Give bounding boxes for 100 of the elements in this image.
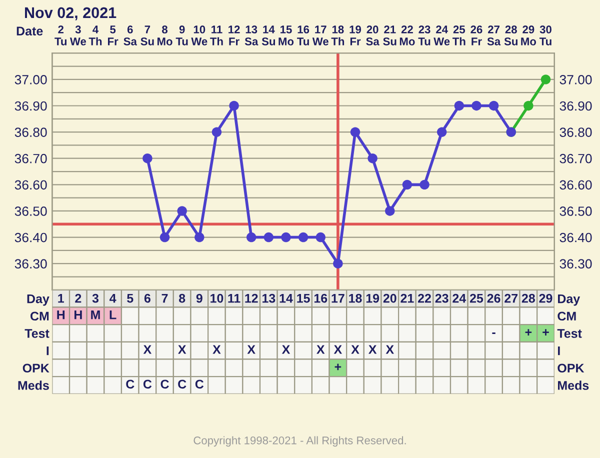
x-tick-label: 19 Fr bbox=[350, 26, 362, 46]
text: X bbox=[334, 345, 342, 354]
x-tick-label: 8 Mo bbox=[157, 26, 172, 46]
x-tick-label: 9 Tu bbox=[176, 26, 188, 46]
x-tick-label: 11 Th bbox=[210, 26, 223, 46]
x-tick-label: 25 Th bbox=[452, 26, 466, 46]
x-tick-label: 17 We bbox=[312, 26, 328, 46]
point bbox=[212, 127, 222, 137]
point bbox=[142, 154, 152, 164]
point bbox=[368, 154, 378, 164]
text: H bbox=[74, 310, 82, 320]
x-tick-label: 25 bbox=[470, 294, 484, 303]
x-tick-label: 15 bbox=[297, 294, 310, 303]
text: X bbox=[178, 345, 186, 354]
x-tick-label: 5 Fr bbox=[108, 26, 118, 46]
x-tick-label: 30 Tu bbox=[539, 26, 552, 46]
text: Copyright 1998-2021 - All Rights Reserved. bbox=[194, 436, 406, 447]
x-tick-label: 13 bbox=[262, 294, 276, 303]
chart-title: Nov 02, 2021 bbox=[25, 7, 116, 20]
text: + bbox=[334, 364, 342, 370]
text: C bbox=[160, 380, 169, 389]
x-tick-label: 2 bbox=[75, 294, 82, 303]
x-tick-label: 27 bbox=[504, 294, 518, 303]
x-tick-label: 7 bbox=[162, 294, 168, 303]
x-tick-label: 26 bbox=[487, 294, 500, 303]
text: - bbox=[492, 332, 496, 334]
x-tick-label: 14 Su bbox=[262, 26, 276, 46]
x-tick-label: 4 Th bbox=[88, 26, 102, 46]
y-tick-label: I bbox=[558, 346, 560, 356]
point bbox=[454, 100, 464, 111]
text: + bbox=[542, 329, 549, 336]
point bbox=[281, 232, 291, 242]
point bbox=[524, 100, 534, 111]
x-tick-label: 21 Su bbox=[383, 26, 396, 46]
x-tick-label: 27 Sa bbox=[487, 26, 501, 46]
point bbox=[264, 232, 274, 242]
x-tick-label: 16 Tu bbox=[297, 26, 310, 46]
y-tick-label: 36.40 bbox=[14, 232, 47, 242]
x-tick-label: 21 bbox=[400, 294, 414, 303]
x-tick-label: 24 bbox=[452, 294, 466, 303]
text: + bbox=[525, 329, 532, 336]
point bbox=[540, 74, 551, 84]
x-tick-label: 2 Tu bbox=[54, 26, 67, 46]
y-tick-label: 36.90 bbox=[14, 101, 47, 111]
point bbox=[246, 232, 256, 242]
point bbox=[194, 232, 204, 242]
x-tick-label: 10 bbox=[210, 294, 224, 303]
x-tick-label: 24 We bbox=[434, 26, 450, 46]
text: X bbox=[212, 345, 221, 354]
x-tick-label: 6 Sa bbox=[124, 26, 137, 46]
point bbox=[177, 206, 187, 216]
point bbox=[160, 232, 170, 242]
y-tick-label: Day bbox=[558, 294, 580, 306]
text: C bbox=[126, 380, 134, 389]
point bbox=[350, 127, 360, 137]
point bbox=[298, 232, 308, 242]
x-tick-label: 15 Mo bbox=[278, 26, 294, 46]
text: C bbox=[195, 380, 204, 389]
x-tick-label: 3 bbox=[92, 294, 99, 303]
x-tick-label: 13 Sa bbox=[244, 26, 258, 46]
point bbox=[436, 127, 447, 137]
text: M bbox=[91, 310, 100, 320]
x-tick-label: 12 bbox=[245, 294, 258, 303]
x-tick-label: 23 bbox=[435, 294, 448, 303]
point bbox=[488, 100, 499, 111]
point bbox=[472, 100, 482, 111]
point bbox=[229, 100, 239, 111]
x-tick-label: 12 Fr bbox=[228, 26, 240, 46]
y-tick-label: Test bbox=[557, 329, 582, 338]
y-tick-label: CM bbox=[558, 312, 576, 321]
text: L bbox=[110, 310, 116, 320]
x-tick-label: 22 bbox=[418, 294, 431, 303]
x-tick-label: 20 bbox=[383, 294, 396, 303]
y-tick-label: 36.70 bbox=[14, 154, 47, 164]
x-tick-label: 6 bbox=[144, 294, 150, 303]
x-tick-label: 16 bbox=[314, 294, 328, 303]
point bbox=[333, 258, 343, 268]
text: X bbox=[316, 345, 325, 354]
x-tick-label: 18 Th bbox=[331, 26, 344, 46]
x-tick-label: 8 bbox=[179, 294, 186, 303]
x-tick-label: 14 bbox=[280, 294, 293, 303]
x-tick-label: 3 We bbox=[70, 26, 86, 46]
y-tick-label: 36.30 bbox=[14, 259, 47, 269]
x-tick-label: 22 Mo bbox=[400, 26, 415, 46]
x-tick-label: 28 Su bbox=[504, 26, 518, 46]
x-tick-label: 29 Mo bbox=[521, 26, 536, 46]
point bbox=[316, 232, 326, 242]
point bbox=[385, 206, 395, 216]
x-tick-label: 11 bbox=[228, 294, 240, 303]
y-tick-label: Meds bbox=[558, 380, 589, 390]
y-tick-label: OPK bbox=[558, 364, 584, 373]
text: X bbox=[368, 345, 377, 354]
x-tick-label: 17 bbox=[332, 294, 344, 303]
x-tick-label: 1 bbox=[58, 294, 64, 303]
x-tick-label: 9 bbox=[196, 294, 202, 303]
y-tick-label: 36.80 bbox=[14, 128, 47, 137]
x-tick-label: 23 Tu bbox=[418, 26, 430, 46]
x-tick-label: 29 bbox=[539, 294, 552, 303]
x-axis-title: Date bbox=[16, 26, 43, 36]
text: X bbox=[282, 345, 290, 354]
